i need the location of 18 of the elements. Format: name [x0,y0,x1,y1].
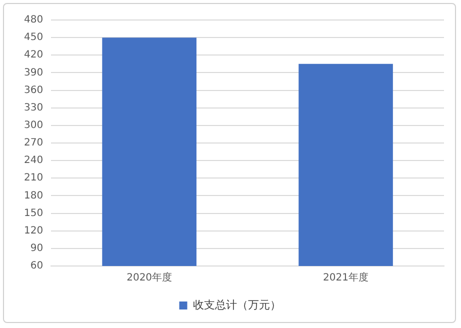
y-tick-label: 270 [24,138,44,149]
y-tick-label: 480 [24,14,44,26]
y-tick-label: 240 [24,155,44,166]
y-tick-label: 450 [24,32,44,44]
y-tick-label: 390 [24,67,44,78]
y-tick-label: 150 [24,208,44,219]
y-tick-label: 300 [24,120,44,132]
y-tick-label: 360 [24,84,44,96]
y-tick-label: 210 [24,172,44,184]
y-tick-label: 90 [30,243,44,254]
y-tick-label: 330 [24,102,44,114]
y-tick-label: 120 [24,225,44,236]
y-tick-label: 60 [30,260,44,272]
y-tick-label: 180 [24,190,44,202]
x-tick-label: 2021年度 [323,272,368,284]
x-tick-label: 2020年度 [126,272,172,284]
y-tick-label: 420 [24,50,44,61]
legend-label: 收支总计（万元） [192,298,281,312]
